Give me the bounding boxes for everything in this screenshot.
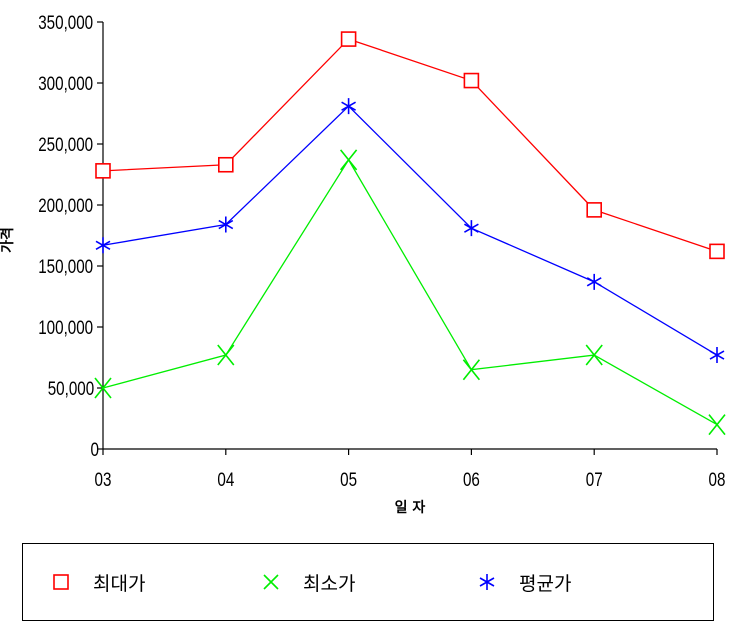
y-tick-label: 200,000: [38, 194, 93, 216]
legend-label-max: 최대가: [93, 572, 146, 595]
x-marker-icon: [263, 574, 279, 590]
series-line-2: [102, 105, 718, 356]
line-chart: 0 50,000 100,000 150,000 200,000 250,000 300,0…: [0, 11, 726, 516]
data-point-x: [708, 414, 726, 436]
data-point-x: [462, 359, 481, 381]
data-point-square: [586, 202, 603, 218]
y-tick-label: 0: [90, 438, 98, 460]
data-point-x: [339, 149, 358, 171]
asterisk-marker-icon: [479, 574, 495, 590]
series-layer: [94, 31, 726, 436]
data-point-square: [463, 72, 480, 89]
y-tick-label: 300,000: [38, 72, 93, 94]
y-axis-title: 가격: [0, 227, 16, 253]
legend-item-max: 최대가: [51, 568, 145, 596]
legend-item-avg: 평균가: [477, 568, 571, 596]
data-point-x: [217, 344, 235, 366]
x-tick-label: 08: [709, 468, 726, 490]
y-axis-ticks: 0 50,000 100,000 150,000 200,000 250,000 300,0…: [38, 11, 103, 460]
data-point-asterisk: [218, 216, 234, 233]
data-point-asterisk: [709, 347, 725, 364]
legend-item-min: 최소가: [261, 568, 355, 596]
series-line-0: [102, 38, 718, 252]
data-point-square: [218, 156, 234, 173]
y-tick-label: 50,000: [48, 377, 94, 399]
x-tick-label: 06: [463, 468, 480, 490]
y-tick-label: 150,000: [38, 255, 93, 277]
x-axis-ticks: 03 04 05 06 07 08: [95, 449, 726, 490]
data-point-square: [95, 163, 111, 179]
data-point-asterisk: [586, 273, 602, 290]
x-tick-label: 05: [340, 468, 357, 490]
series-line-1: [102, 158, 718, 426]
square-marker-icon: [53, 574, 69, 590]
x-axis-title: 일 자: [395, 500, 426, 516]
data-point-x: [94, 377, 112, 399]
x-tick-label: 03: [95, 468, 112, 490]
x-tick-label: 07: [586, 468, 603, 490]
data-point-x: [585, 344, 603, 366]
data-point-asterisk: [341, 98, 356, 115]
data-point-square: [709, 243, 725, 260]
data-point-square: [340, 31, 357, 47]
x-tick-label: 04: [217, 468, 234, 490]
data-point-asterisk: [464, 220, 479, 237]
legend-label-min: 최소가: [303, 572, 356, 595]
legend-label-avg: 평균가: [519, 572, 572, 595]
y-tick-label: 100,000: [38, 316, 93, 338]
data-point-asterisk: [95, 237, 111, 254]
y-tick-label: 350,000: [38, 11, 93, 33]
legend: 최대가 최소가 평균가: [22, 543, 714, 621]
y-tick-label: 250,000: [38, 133, 93, 155]
